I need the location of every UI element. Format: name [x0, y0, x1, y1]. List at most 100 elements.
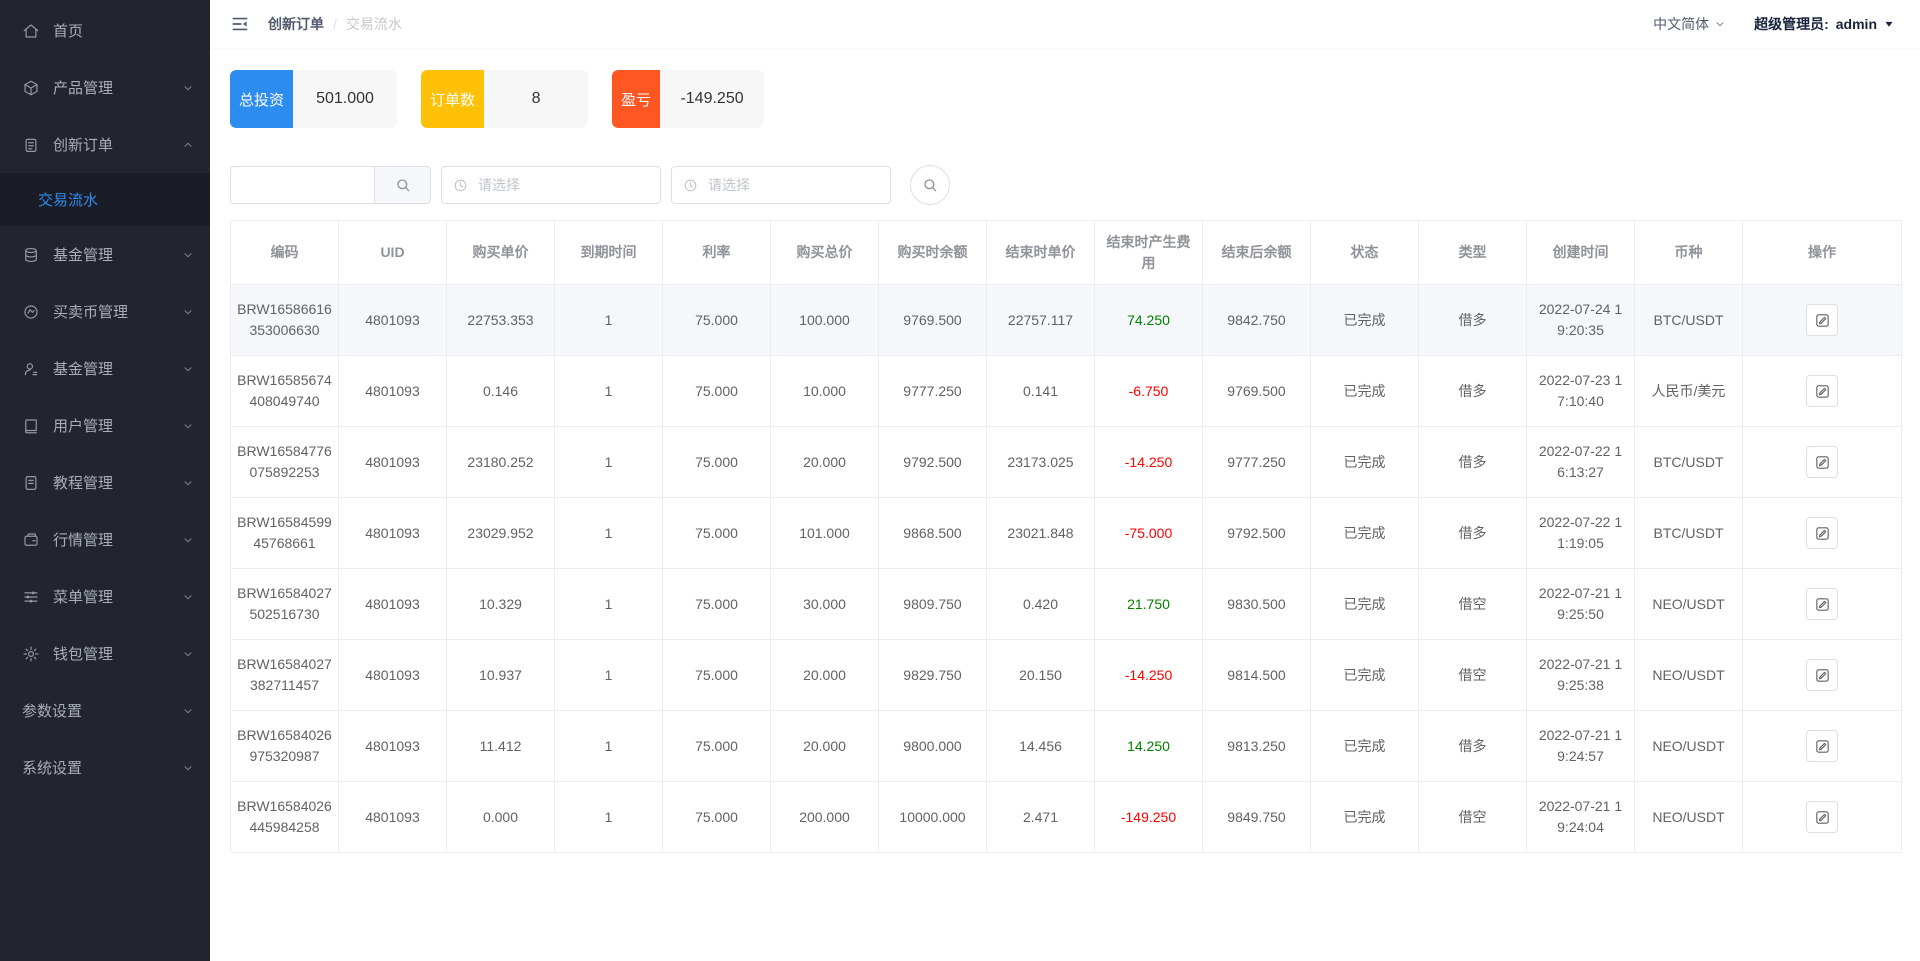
cell-fee: -75.000 [1094, 497, 1203, 569]
sidebar-item-label: 用户管理 [53, 418, 114, 435]
orders-table-wrap: 编码 UID 购买单价 到期时间 利率 购买总价 购买时余额 结束时单价 结束时产生费用 结束后余… [230, 220, 1902, 853]
cell-uid: 4801093 [338, 639, 447, 711]
cell-created: 2022-07-22 1 1:19:05 [1526, 497, 1635, 569]
cell-fee: -149.250 [1094, 781, 1203, 853]
cell-end_price: 14.456 [986, 710, 1095, 782]
cell-end_price: 0.420 [986, 568, 1095, 640]
cell-created: 2022-07-21 1 9:25:38 [1526, 639, 1635, 711]
date-start-picker[interactable] [441, 166, 661, 204]
cell-status: 已完成 [1310, 781, 1419, 853]
sidebar-item-2[interactable]: 创新订单 [0, 116, 210, 173]
sidebar-item-label: 基金管理 [53, 247, 114, 264]
cell-actions [1742, 355, 1902, 427]
cell-expire: 1 [554, 781, 663, 853]
clock-icon [683, 178, 698, 193]
breadcrumb-parent[interactable]: 创新订单 [268, 16, 324, 32]
sidebar-collapse-icon[interactable] [230, 14, 250, 34]
stat-card-0: 总投资 501.000 [230, 70, 398, 128]
clock-icon [453, 178, 468, 193]
cell-balance_after: 9842.750 [1202, 284, 1311, 356]
table-row-0: BRW16586616 353006630 4801093 22753.353 1 75… [230, 284, 1902, 356]
sidebar-item-1[interactable]: 产品管理 [0, 59, 210, 116]
edit-button[interactable] [1806, 659, 1838, 691]
table-row-4: BRW16584027 502516730 4801093 10.329 1 75.00… [230, 568, 1902, 640]
edit-button[interactable] [1806, 801, 1838, 833]
edit-button[interactable] [1806, 375, 1838, 407]
stat-card-1: 订单数 8 [421, 70, 589, 128]
user-menu[interactable]: 超级管理员: admin [1754, 14, 1894, 34]
cell-rate: 75.000 [662, 568, 771, 640]
sidebar-item-label: 教程管理 [53, 475, 114, 492]
filter-bar [230, 165, 1902, 205]
sidebar-item-12[interactable]: 系统设置 [0, 739, 210, 796]
sidebar-item-4[interactable]: 买卖币管理 [0, 283, 210, 340]
home-icon [22, 22, 40, 40]
chevron-up-icon [182, 139, 194, 151]
edit-button[interactable] [1806, 730, 1838, 762]
topbar-left: 创新订单 / 交易流水 [230, 14, 402, 34]
edit-button[interactable] [1806, 446, 1838, 478]
edit-button[interactable] [1806, 304, 1838, 336]
cell-fee: -6.750 [1094, 355, 1203, 427]
chevron-down-icon [1714, 18, 1726, 30]
column-header-12: 创建时间 [1526, 220, 1635, 285]
chevron-down-icon [182, 420, 194, 432]
cell-pair: BTC/USDT [1634, 426, 1743, 498]
language-selector[interactable]: 中文简体 [1653, 14, 1726, 34]
cell-balance_at_buy: 9792.500 [878, 426, 987, 498]
cell-rate: 75.000 [662, 639, 771, 711]
date-end-picker[interactable] [671, 166, 891, 204]
sidebar-item-9[interactable]: 菜单管理 [0, 568, 210, 625]
cell-total: 10.000 [770, 355, 879, 427]
sidebar-item-0[interactable]: 首页 [0, 2, 210, 59]
edit-button[interactable] [1806, 517, 1838, 549]
chevron-down-icon [182, 363, 194, 375]
column-header-8: 结束时产生费用 [1094, 220, 1203, 285]
doc-icon [22, 474, 40, 492]
trade-icon [22, 303, 40, 321]
user-role-label: 超级管理员: [1754, 16, 1829, 32]
cell-created: 2022-07-23 1 7:10:40 [1526, 355, 1635, 427]
keyword-search-button[interactable] [374, 166, 431, 204]
date-end-input[interactable] [706, 176, 879, 194]
column-header-3: 到期时间 [554, 220, 663, 285]
sidebar-item-11[interactable]: 参数设置 [0, 682, 210, 739]
search-button[interactable] [910, 165, 950, 205]
cell-created: 2022-07-21 1 9:24:04 [1526, 781, 1635, 853]
cell-code: BRW16584026 445984258 [230, 781, 339, 853]
cell-end_price: 23173.025 [986, 426, 1095, 498]
stat-card-label: 盈亏 [612, 70, 661, 128]
column-header-0: 编码 [230, 220, 339, 285]
cell-balance_after: 9813.250 [1202, 710, 1311, 782]
cell-balance_at_buy: 9777.250 [878, 355, 987, 427]
sidebar-item-5[interactable]: 基金管理 [0, 340, 210, 397]
cell-status: 已完成 [1310, 426, 1419, 498]
cell-pair: NEO/USDT [1634, 781, 1743, 853]
wallet-icon [22, 531, 40, 549]
cell-fee: -14.250 [1094, 426, 1203, 498]
cell-end_price: 0.141 [986, 355, 1095, 427]
sidebar-item-8[interactable]: 行情管理 [0, 511, 210, 568]
cell-unit_price: 22753.353 [446, 284, 555, 356]
cell-balance_after: 9814.500 [1202, 639, 1311, 711]
sidebar-item-label: 首页 [53, 23, 84, 40]
sidebar-item-3[interactable]: 基金管理 [0, 226, 210, 283]
sidebar-item-6[interactable]: 用户管理 [0, 397, 210, 454]
chevron-down-icon [182, 762, 194, 774]
cell-rate: 75.000 [662, 497, 771, 569]
date-start-input[interactable] [476, 176, 649, 194]
chevron-down-icon [182, 306, 194, 318]
cell-balance_after: 9777.250 [1202, 426, 1311, 498]
sidebar-item-7[interactable]: 教程管理 [0, 454, 210, 511]
edit-button[interactable] [1806, 588, 1838, 620]
sidebar-item-10[interactable]: 钱包管理 [0, 625, 210, 682]
cell-actions [1742, 639, 1902, 711]
sidebar-subitem-2-0[interactable]: 交易流水 [0, 173, 210, 226]
cell-actions [1742, 568, 1902, 640]
cell-balance_at_buy: 9769.500 [878, 284, 987, 356]
cell-balance_after: 9830.500 [1202, 568, 1311, 640]
cell-fee: 14.250 [1094, 710, 1203, 782]
cell-type: 借多 [1418, 497, 1527, 569]
book-icon [22, 417, 40, 435]
keyword-input[interactable] [230, 166, 374, 204]
